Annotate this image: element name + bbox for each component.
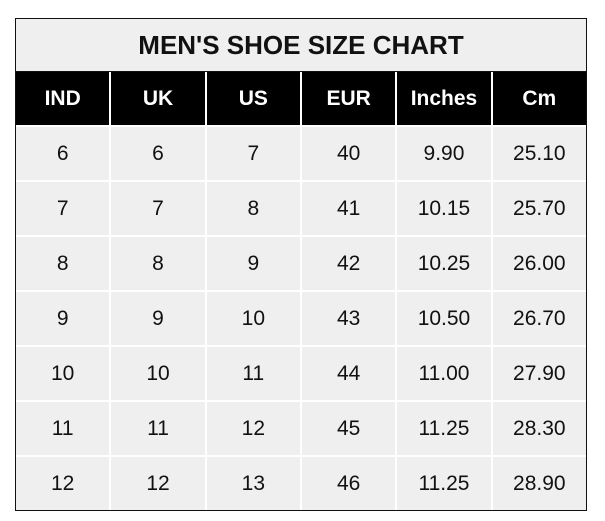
cell-cm: 26.70 xyxy=(513,306,566,330)
column-header-us: US xyxy=(207,72,302,125)
cell-eur: 46 xyxy=(302,457,398,510)
cell-inches: 10.25 xyxy=(397,237,493,290)
column-header-inches: Inches xyxy=(397,72,493,125)
cell-cm: 28.30 xyxy=(513,416,566,440)
cell-us: 12 xyxy=(207,402,302,455)
table-row: 9 9 10 43 10.50 26.70 xyxy=(16,290,586,345)
cell-eur: 45 xyxy=(302,402,398,455)
cell-inches: 9.90 xyxy=(397,127,493,180)
cell-cm: 26.00 xyxy=(513,251,566,275)
cell-eur: 44 xyxy=(302,347,398,400)
cell-cm: 28.90 xyxy=(513,471,566,495)
cell-cm: 27.90 xyxy=(513,361,566,385)
shoe-size-table: MEN'S SHOE SIZE CHART IND UK US EUR Inches Cm… xyxy=(15,18,587,511)
cell-uk: 7 xyxy=(111,182,207,235)
cell-uk: 11 xyxy=(111,402,207,455)
cell-us: 9 xyxy=(207,237,302,290)
cell-ind: 12 xyxy=(16,457,112,510)
cell-uk: 6 xyxy=(111,127,207,180)
cell-ind: 11 xyxy=(16,402,112,455)
cell-ind: 9 xyxy=(16,292,112,345)
cell-us: 7 xyxy=(207,127,302,180)
table-body: 6 6 7 40 9.90 25.10 7 7 8 41 10.15 25.70 8 8 9 42 10.25 2… xyxy=(16,125,586,510)
cell-us: 11 xyxy=(207,347,302,400)
cell-us: 10 xyxy=(207,292,302,345)
cell-inches: 11.00 xyxy=(397,347,493,400)
table-row: 6 6 7 40 9.90 25.10 xyxy=(16,125,586,180)
cell-uk: 10 xyxy=(111,347,207,400)
cell-inches: 10.50 xyxy=(397,292,493,345)
cell-inches: 10.15 xyxy=(397,182,493,235)
cell-ind: 8 xyxy=(16,237,112,290)
table-row: 7 7 8 41 10.15 25.70 xyxy=(16,180,586,235)
column-header-eur: EUR xyxy=(302,72,398,125)
cell-us: 8 xyxy=(207,182,302,235)
table-row: 11 11 12 45 11.25 28.30 xyxy=(16,400,586,455)
cell-eur: 42 xyxy=(302,237,398,290)
table-title: MEN'S SHOE SIZE CHART xyxy=(16,19,586,72)
cell-ind: 10 xyxy=(16,347,112,400)
cell-uk: 8 xyxy=(111,237,207,290)
header-row: IND UK US EUR Inches Cm xyxy=(16,72,586,125)
table-row: 8 8 9 42 10.25 26.00 xyxy=(16,235,586,290)
cell-cm: 25.70 xyxy=(513,196,566,220)
table-row: 12 12 13 46 11.25 28.90 xyxy=(16,455,586,510)
cell-inches: 11.25 xyxy=(397,402,493,455)
cell-uk: 12 xyxy=(111,457,207,510)
cell-us: 13 xyxy=(207,457,302,510)
cell-cm: 25.10 xyxy=(513,141,566,165)
cell-eur: 41 xyxy=(302,182,398,235)
cell-eur: 40 xyxy=(302,127,398,180)
column-header-cm: Cm xyxy=(522,86,557,110)
column-header-uk: UK xyxy=(111,72,207,125)
cell-ind: 7 xyxy=(16,182,112,235)
cell-eur: 43 xyxy=(302,292,398,345)
column-header-ind: IND xyxy=(16,72,112,125)
cell-inches: 11.25 xyxy=(397,457,493,510)
table-row: 10 10 11 44 11.00 27.90 xyxy=(16,345,586,400)
cell-ind: 6 xyxy=(16,127,112,180)
cell-uk: 9 xyxy=(111,292,207,345)
